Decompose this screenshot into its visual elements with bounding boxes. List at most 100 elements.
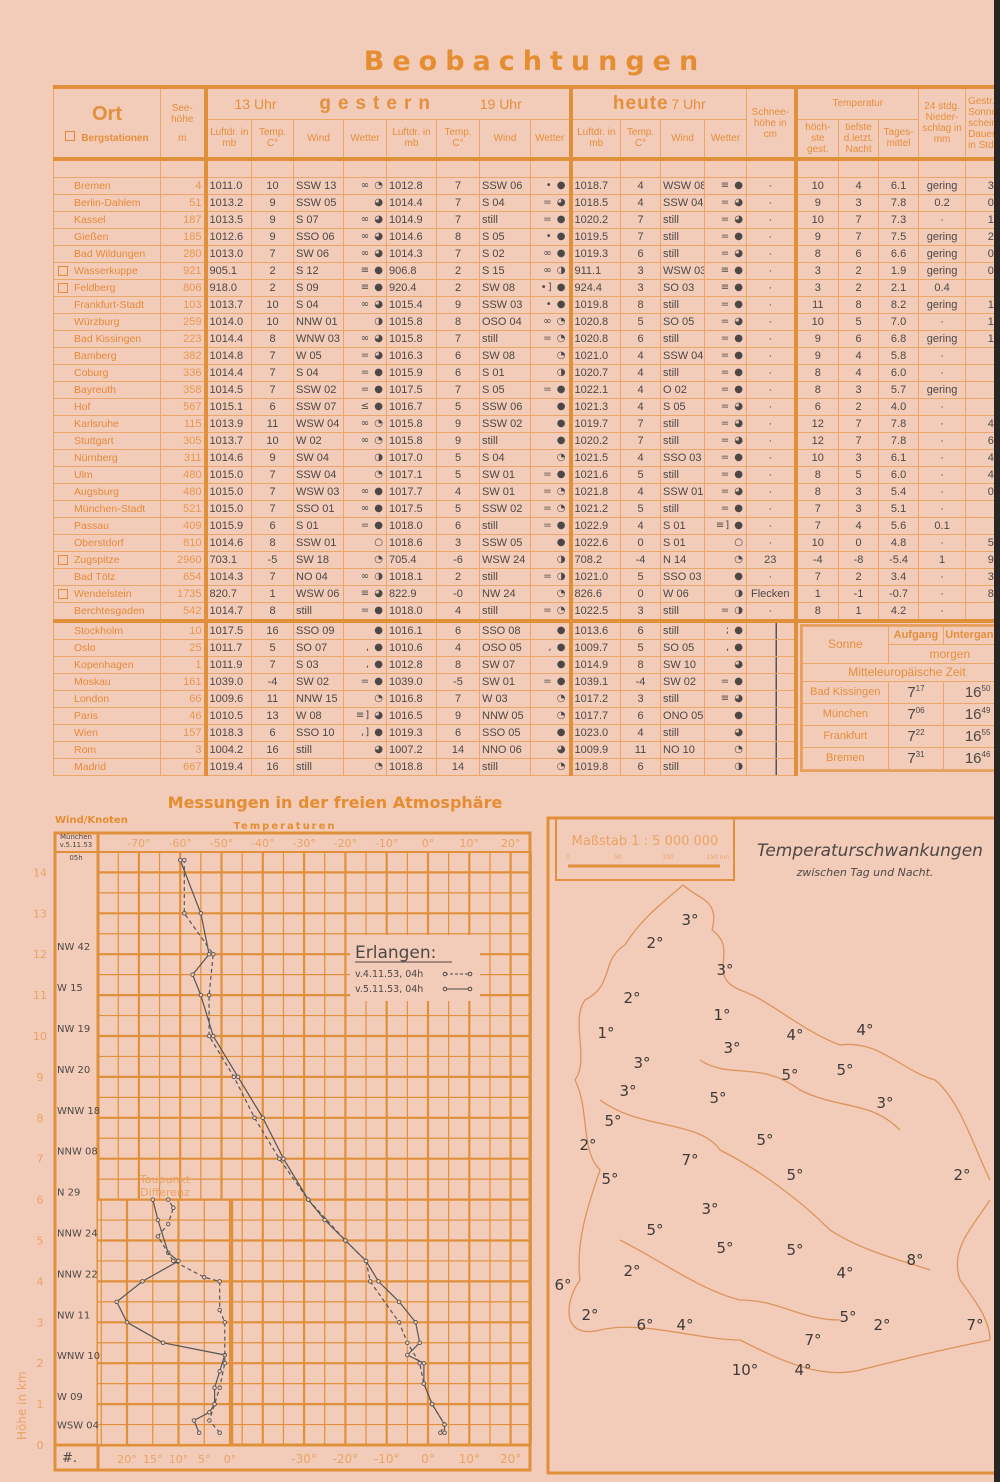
station-label: München [60, 833, 92, 841]
station-name: München-Stadt [74, 503, 146, 515]
page-title: Beobachtungen [363, 46, 707, 77]
cell-temp-13: 10 [251, 296, 294, 314]
dewpoint-title-2: Differenz [140, 1186, 190, 1199]
cell-luftdr-13: 1011.7 [205, 639, 252, 657]
temperature-series-0-point [367, 1279, 373, 1284]
cell-sonnenschein: 8.7 [965, 585, 1000, 603]
station-name: Paris [74, 710, 98, 722]
map-temperature-value: 4° [786, 1026, 803, 1044]
wind-value: W 09 [57, 1392, 83, 1403]
cell-seehoehe: 1735 [160, 585, 208, 603]
temperature-series-0-point [182, 911, 187, 916]
table-row-foreign: Rom 3 1004.2 16 still ◕ 1007.2 14 NNO 06 ◕ 1009.9 1… [53, 741, 1000, 759]
x-tick-label: 10° [460, 837, 480, 850]
cell-luftdr-7: 1018.7 [570, 177, 622, 195]
cell-luftdr-13: 918.0 [205, 279, 252, 297]
temperature-series-1-point [210, 1033, 216, 1039]
station-name: Frankfurt-Stadt [74, 299, 145, 311]
sun-row: Bad Kissingen 717 1650 [802, 681, 1000, 705]
station-name: Bamberg [74, 350, 117, 362]
station-name: Bad Wildungen [74, 248, 146, 260]
cell-niederschlag: gering [918, 262, 967, 280]
map-temperature-value: 5° [646, 1221, 663, 1239]
cell-luftdr-7: 826.6 [570, 585, 622, 603]
map-temperature-value: 4° [856, 1021, 873, 1039]
temperature-series-0-point [206, 992, 212, 998]
y-tick-label: 8 [37, 1112, 44, 1125]
temperature-series-1-point [396, 1299, 402, 1305]
cell-schnee [746, 620, 798, 640]
header-wetter-7: Wetter [704, 118, 748, 161]
cell-wind-7: S 01 [660, 517, 706, 535]
cell-luftdr-19: 1015.8 [386, 432, 437, 450]
mountain-station-box-icon [58, 266, 68, 277]
cell-ort: Kopenhagen [53, 656, 161, 674]
mountain-station-box-icon [58, 283, 68, 294]
cell-niederschlag: · [918, 602, 967, 623]
table-row: Oberstdorf 810 1014.6 8 SSW 01 ○ 1018.6 3 SSW 05… [53, 534, 1000, 552]
temperature-series-1-point [429, 1401, 435, 1407]
map-temperature-value: 2° [579, 1136, 596, 1154]
map-temperature-value: 3° [716, 961, 733, 979]
dewpoint-series-0-point [160, 1340, 166, 1345]
cell-luftdr-13: 1004.2 [205, 741, 252, 759]
chart-subtitle: Temperaturen [233, 821, 336, 832]
header-tiefste: tiefste d.letzt. Nacht [838, 118, 880, 161]
cell-ort: Bad Kissingen [53, 330, 161, 348]
dewpoint-series-1-point [201, 1275, 207, 1280]
cell-seehoehe: 358 [160, 381, 208, 399]
cell-luftdr-7: 1017.2 [570, 690, 622, 708]
header-wetter-13: Wetter [343, 118, 387, 161]
cell-tagesmittel: 6.0 [878, 364, 920, 382]
sonne-zeit: Mitteleuropäische Zeit [802, 662, 1000, 683]
cell-wind-7: N 14 [660, 551, 706, 569]
cell-temp-7: 0 [620, 585, 662, 603]
station-name: Berlin-Dahlem [74, 197, 141, 209]
cell-niederschlag: gering [918, 330, 967, 348]
cell-seehoehe: 187 [160, 211, 208, 229]
cell-wind-7: WSW 08 [660, 177, 706, 195]
cell-tagesmittel: 4.2 [878, 602, 920, 623]
cell-seehoehe: 667 [160, 758, 208, 776]
y-tick-label: 14 [33, 866, 47, 879]
x-tick-label-bottom: -10° [374, 1452, 400, 1466]
cell-luftdr-7: 1020.2 [570, 432, 622, 450]
map-temperature-value: 2° [581, 1306, 598, 1324]
cell-wind-7: W 06 [660, 585, 706, 603]
table-row: Bad Wildungen 280 1013.0 7 SW 06 ∞ ◕ 1014.3 7 S … [53, 245, 1000, 263]
station-name: Karlsruhe [74, 418, 119, 430]
map-temperature-value: 2° [623, 1262, 640, 1280]
map-outline [956, 1199, 991, 1341]
wind-value: WNW 18 [57, 1106, 100, 1117]
station-date: v.5.11.53 [60, 841, 93, 849]
cell-wind-19: SSW 03 [479, 296, 531, 314]
cell-wind-19: S 04 [479, 449, 531, 467]
map-outline [574, 884, 684, 1081]
temperature-series-0-point [252, 1115, 257, 1121]
cell-luftdr-13: 1014.6 [205, 449, 252, 467]
temperature-series-0-point [405, 1340, 410, 1345]
cell-luftdr-7: 1021.2 [570, 500, 622, 518]
map-temperature-value: 10° [732, 1361, 759, 1379]
map-outline [619, 1239, 841, 1321]
map-temperature-value: 3° [723, 1039, 740, 1057]
cell-seehoehe: 1 [160, 656, 208, 674]
table-row: Bad Kissingen 223 1014.4 8 WNW 03 ∞ ◕ 1015.8 7 s… [53, 330, 1000, 348]
cell-seehoehe: 280 [160, 245, 208, 263]
cell-wind-13: WSW 06 [293, 585, 344, 603]
temperature-series-1-point [442, 1430, 447, 1435]
dewpoint-series-0-point [176, 1258, 181, 1264]
table-row: Wendelstein 1735 820.7 1 WSW 06 ≡ ◕ 822.9 -0 NW … [53, 585, 1000, 603]
map-title: Temperaturschwankungen [757, 841, 983, 861]
cell-wind-19: SW 01 [479, 466, 531, 484]
cell-ort: Hof [53, 398, 161, 416]
map-scale-label: Maßstab 1 : 5 000 000 [572, 834, 719, 849]
station-name: Kassel [74, 214, 106, 226]
scale-box [555, 817, 735, 881]
header-19-uhr: 19 Uhr [479, 95, 522, 112]
sunrise-minutes: 06 [915, 705, 925, 715]
station-name: Wien [74, 727, 98, 739]
cell-wind-13: SW 06 [293, 245, 344, 263]
station-name: Passau [74, 520, 110, 532]
